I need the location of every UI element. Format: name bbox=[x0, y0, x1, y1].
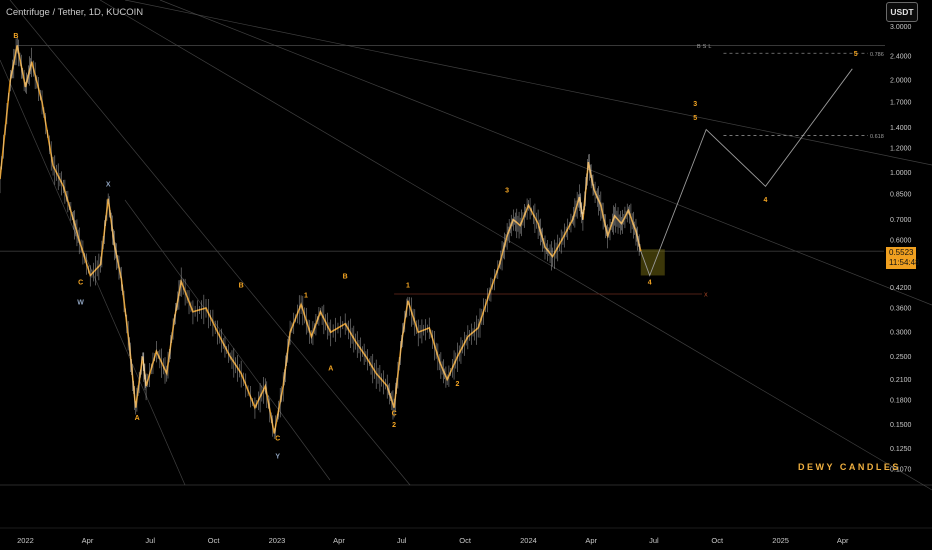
time-tick-label: Jul bbox=[649, 536, 659, 545]
time-tick-label: 2025 bbox=[772, 536, 789, 545]
wave-label: 4 bbox=[764, 197, 768, 204]
price-series bbox=[0, 37, 642, 439]
wave-label: B bbox=[13, 33, 18, 40]
bar-countdown: 11:54:48 bbox=[889, 258, 920, 267]
price-tick-label: 0.7000 bbox=[890, 217, 912, 224]
time-tick-label: Oct bbox=[711, 536, 724, 545]
level-label: 0.786 bbox=[870, 52, 884, 58]
horizontal-levels: BSL 0.786 0.618 X bbox=[0, 44, 885, 299]
trendline bbox=[99, 0, 932, 491]
level-label: BSL bbox=[697, 44, 713, 50]
wave-label: C bbox=[78, 279, 83, 286]
wave-label: Y bbox=[275, 453, 280, 460]
trendline bbox=[124, 0, 932, 166]
time-tick-label: Jul bbox=[145, 536, 155, 545]
target-zone bbox=[640, 249, 665, 276]
price-tick-label: 0.1800 bbox=[890, 398, 912, 405]
price-tick-label: 0.1250 bbox=[890, 446, 912, 453]
level-label: 0.618 bbox=[870, 134, 884, 140]
wave-label: 1 bbox=[304, 292, 308, 299]
projection-line bbox=[640, 68, 853, 277]
price-tick-label: 0.2500 bbox=[890, 354, 912, 361]
chart-grid bbox=[0, 484, 932, 529]
wave-label: 3 bbox=[505, 187, 509, 194]
time-tick-label: Jul bbox=[397, 536, 407, 545]
price-tick-label: 0.1500 bbox=[890, 422, 912, 429]
time-tick-label: Oct bbox=[459, 536, 472, 545]
last-price: 0.5523 bbox=[889, 248, 914, 257]
time-tick-label: Oct bbox=[208, 536, 221, 545]
wave-label: 5 bbox=[693, 115, 697, 122]
time-tick-label: 2023 bbox=[269, 536, 286, 545]
last-price-tag: 0.5523 11:54:48 bbox=[886, 247, 920, 269]
price-tick-label: 0.1070 bbox=[890, 467, 912, 474]
price-tick-label: 1.0000 bbox=[890, 170, 912, 177]
wave-label: X bbox=[106, 181, 111, 188]
symbol-title: Centrifuge / Tether, 1D, KUCOIN bbox=[6, 7, 144, 18]
level-label: X bbox=[704, 293, 708, 299]
wave-label: A bbox=[135, 415, 140, 422]
time-tick-label: Apr bbox=[585, 536, 597, 545]
time-tick-label: Apr bbox=[333, 536, 345, 545]
price-tick-label: 1.4000 bbox=[890, 125, 912, 132]
wave-label: W bbox=[77, 299, 84, 306]
watermark: DEWY CANDLES bbox=[798, 462, 901, 472]
trendline bbox=[124, 199, 331, 481]
time-tick-label: 2024 bbox=[520, 536, 537, 545]
wave-label: 1 bbox=[406, 283, 410, 290]
wave-label: 3 bbox=[693, 101, 697, 108]
currency-button[interactable]: USDT bbox=[886, 2, 918, 22]
wave-label: C bbox=[275, 435, 280, 442]
time-tick-label: Apr bbox=[82, 536, 94, 545]
price-tick-label: 3.0000 bbox=[890, 24, 912, 31]
wave-label: A bbox=[328, 365, 333, 372]
wave-label: 2 bbox=[392, 422, 396, 429]
time-axis[interactable]: 2022 Apr Jul Oct 2023 Apr Jul Oct 2024 Apr Jul Oct 2… bbox=[17, 536, 849, 545]
price-tick-label: 1.2000 bbox=[890, 146, 912, 153]
price-tick-label: 0.2100 bbox=[890, 377, 912, 384]
wave-label: 2 bbox=[456, 381, 460, 388]
price-tick-label: 0.3000 bbox=[890, 330, 912, 337]
trendline bbox=[159, 0, 932, 306]
price-tick-label: 2.4000 bbox=[890, 53, 912, 60]
trendline bbox=[9, 0, 411, 486]
wave-label: B bbox=[239, 283, 244, 290]
wave-label: 5 bbox=[854, 51, 858, 58]
price-tick-label: 0.8500 bbox=[890, 191, 912, 198]
wave-labels: B C W X A B C Y 1 A B C 2 1 2 3 4 3 5 4 5 bbox=[13, 33, 857, 461]
trendlines bbox=[0, 0, 932, 491]
price-tick-label: 0.4200 bbox=[890, 285, 912, 292]
price-axis[interactable]: 3.0000 2.4000 2.0000 1.7000 1.4000 1.2000 1.00… bbox=[890, 24, 912, 474]
wave-label: B bbox=[343, 273, 348, 280]
time-tick-label: 2022 bbox=[17, 536, 34, 545]
wave-label: 4 bbox=[648, 279, 652, 286]
price-tick-label: 2.0000 bbox=[890, 78, 912, 85]
price-tick-label: 0.6000 bbox=[890, 238, 912, 245]
price-line bbox=[0, 45, 642, 434]
wave-label: C bbox=[392, 411, 397, 418]
price-tick-label: 1.7000 bbox=[890, 99, 912, 106]
price-tick-label: 0.3600 bbox=[890, 306, 912, 313]
projection-path bbox=[640, 68, 853, 277]
time-tick-label: Apr bbox=[837, 536, 849, 545]
